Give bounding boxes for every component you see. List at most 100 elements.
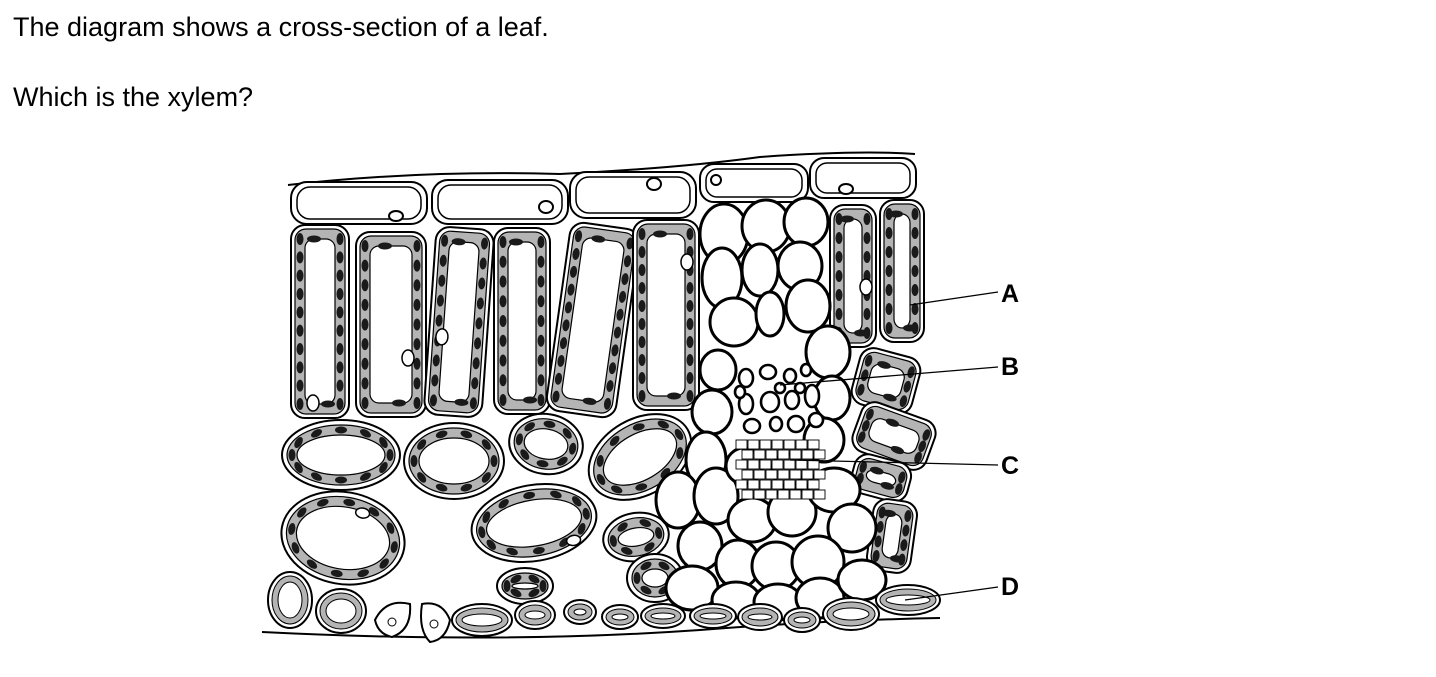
- chloroplast: [361, 318, 369, 331]
- palisade-cell: [866, 498, 918, 574]
- chloroplast: [490, 455, 498, 467]
- phloem-cell: [765, 469, 778, 480]
- chloroplast: [885, 284, 893, 296]
- chloroplast: [361, 279, 369, 292]
- chloroplast: [572, 496, 582, 507]
- chloroplast: [859, 461, 867, 473]
- chloroplast: [361, 377, 369, 390]
- chloroplast: [413, 357, 421, 370]
- chloroplast: [840, 215, 854, 223]
- chloroplast: [360, 472, 371, 481]
- chloroplast: [335, 426, 347, 434]
- chloroplast: [296, 306, 304, 319]
- chloroplast: [603, 397, 612, 410]
- xylem-vessel: [799, 362, 813, 378]
- chloroplast: [559, 337, 568, 350]
- chloroplast: [902, 524, 910, 537]
- chloroplast: [911, 246, 919, 258]
- spongy-cell: [508, 412, 584, 476]
- chloroplast: [616, 308, 624, 321]
- question-prompt: Which is the xylem?: [13, 82, 254, 112]
- chloroplast: [296, 269, 304, 282]
- chloroplast: [617, 522, 628, 532]
- chloroplast: [618, 290, 627, 303]
- chloroplast: [596, 454, 604, 467]
- phloem-cell: [801, 489, 814, 500]
- phloem-cell: [813, 489, 826, 500]
- phloem-cell: [777, 449, 790, 460]
- vascular-bundle: [654, 196, 888, 622]
- xylem-vessel: [786, 414, 806, 434]
- chloroplast: [523, 396, 537, 404]
- bundle-sheath-cell: [690, 388, 734, 436]
- chloroplast: [460, 430, 473, 439]
- label-d: D: [1001, 573, 1019, 601]
- chloroplast: [591, 235, 606, 243]
- lower-epidermis: [267, 571, 941, 644]
- chloroplast: [306, 559, 318, 569]
- phloem-cell: [807, 439, 820, 450]
- chloroplast: [835, 232, 843, 244]
- phloem-cell: [735, 439, 748, 450]
- phloem-cell: [741, 489, 754, 500]
- chloroplast: [903, 380, 911, 393]
- chloroplast: [658, 561, 670, 571]
- chloroplast: [911, 227, 919, 239]
- chloroplast: [296, 233, 304, 245]
- chloroplast: [552, 390, 560, 403]
- chloroplast: [288, 449, 296, 461]
- phloem-cell: [765, 489, 778, 500]
- chloroplast: [835, 213, 843, 225]
- chloroplast: [676, 447, 684, 460]
- spongy-cell: [470, 483, 598, 563]
- chloroplast: [343, 498, 356, 507]
- phloem-cell: [771, 439, 784, 450]
- chloroplast: [536, 460, 549, 468]
- chloroplast: [523, 491, 536, 500]
- chloroplast: [883, 393, 897, 402]
- nucleus: [306, 394, 320, 412]
- chloroplast: [361, 240, 369, 252]
- chloroplast: [435, 430, 448, 439]
- chloroplast: [537, 315, 545, 327]
- phloem-cell: [771, 459, 784, 470]
- chloroplast: [510, 574, 522, 584]
- chloroplast: [537, 236, 545, 248]
- upper-epidermis: [290, 157, 917, 225]
- chloroplast: [410, 455, 418, 467]
- chloroplast: [317, 498, 329, 507]
- bundle-sheath-cell: [740, 242, 780, 298]
- question-intro: The diagram shows a cross-section of a l…: [13, 12, 549, 42]
- xylem-vessel: [773, 381, 787, 395]
- chloroplast: [361, 259, 369, 272]
- chloroplast: [296, 324, 304, 337]
- chloroplast: [486, 539, 496, 550]
- chloroplast: [336, 269, 344, 282]
- nucleus: [354, 507, 371, 519]
- chloroplast: [336, 233, 344, 245]
- chloroplast: [904, 510, 912, 522]
- chloroplast: [667, 392, 681, 400]
- bundle-sheath-cell: [754, 290, 786, 338]
- chloroplast: [898, 471, 906, 484]
- chloroplast: [297, 507, 307, 518]
- xylem-vessel: [742, 417, 762, 435]
- phloem-cell: [753, 489, 766, 500]
- chloroplast: [386, 522, 395, 534]
- chloroplast: [569, 265, 578, 278]
- chloroplast: [562, 428, 572, 439]
- chloroplast: [336, 251, 344, 264]
- chloroplast: [532, 546, 545, 555]
- chloroplast: [880, 482, 894, 490]
- chloroplast: [861, 419, 870, 432]
- chloroplast: [413, 377, 421, 390]
- chloroplast: [307, 235, 321, 243]
- chloroplast: [296, 288, 304, 300]
- chloroplast: [911, 265, 919, 277]
- chloroplast: [432, 354, 440, 367]
- palisade-cell: [290, 224, 350, 419]
- chloroplast: [294, 437, 303, 448]
- chloroplast: [639, 519, 651, 527]
- chloroplast: [874, 535, 882, 548]
- chloroplast: [657, 420, 669, 429]
